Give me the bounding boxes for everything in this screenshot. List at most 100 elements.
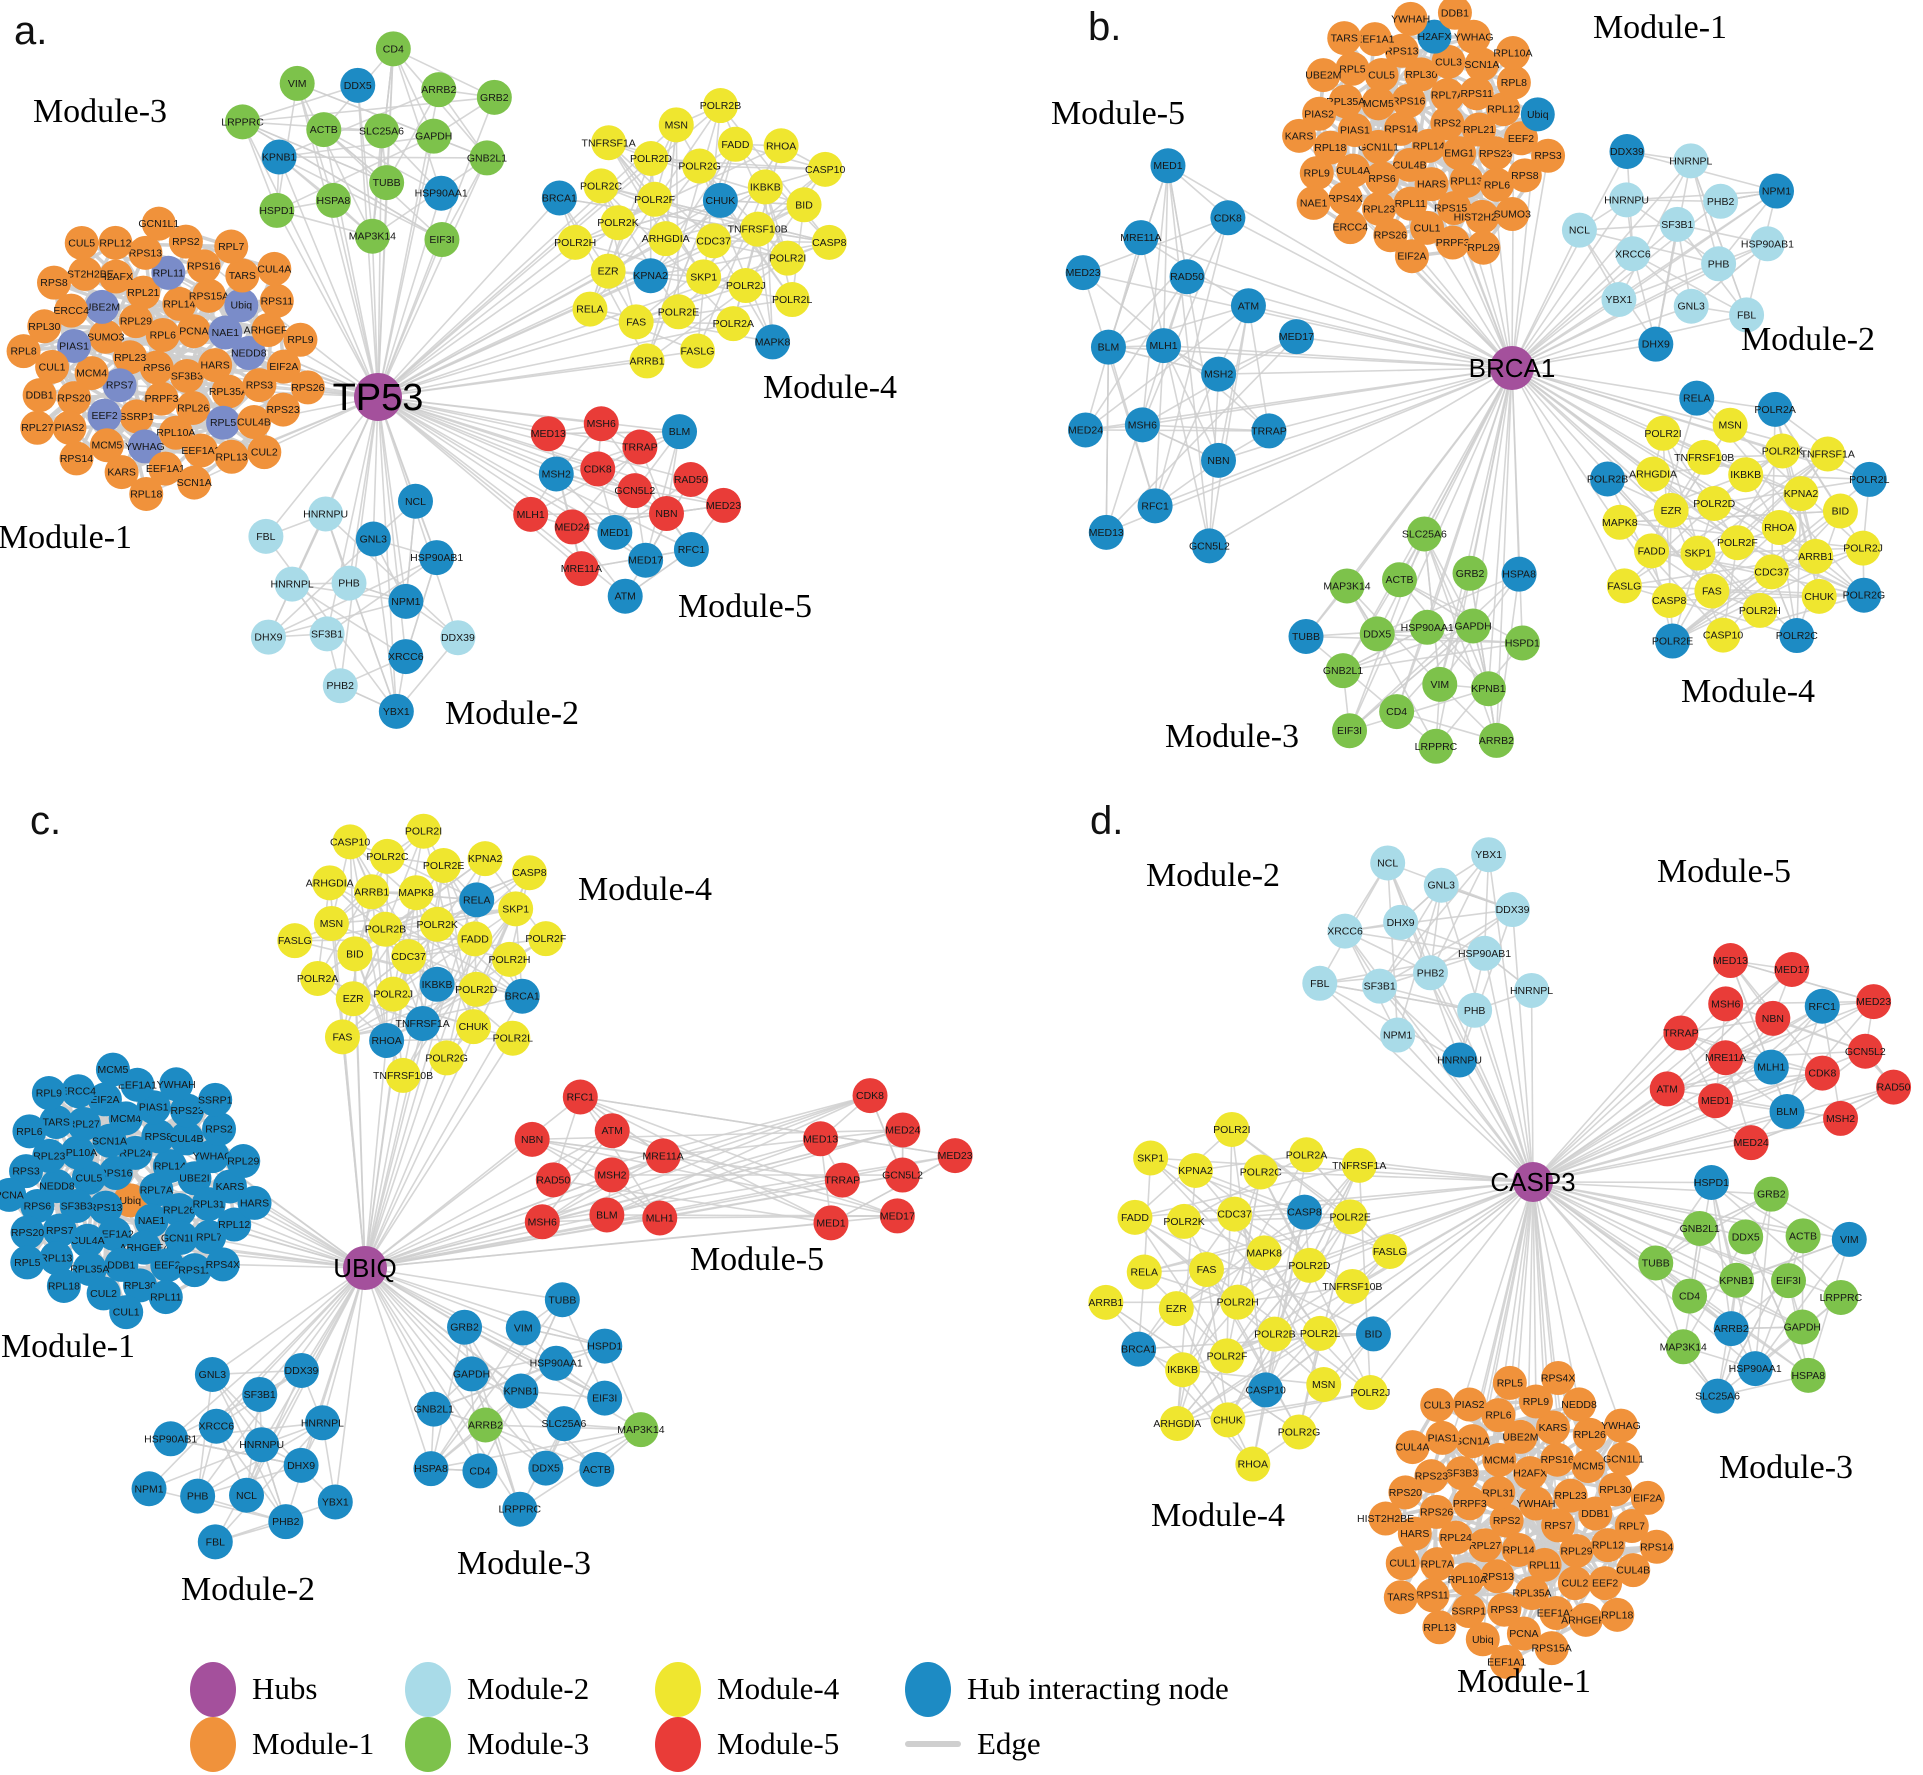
node-faslg[interactable]: FASLG [1606,568,1642,604]
node-hspd1[interactable]: HSPD1 [1694,1165,1729,1201]
node-mapk8[interactable]: MAPK8 [1602,504,1638,540]
node-rpl10a[interactable]: RPL10A [1493,36,1533,71]
node-med13[interactable]: MED13 [803,1121,838,1157]
node-fas[interactable]: FAS [1694,573,1730,609]
node-arrb1[interactable]: ARRB1 [1088,1284,1124,1320]
node-polr2l[interactable]: POLR2L [772,282,812,318]
node-rps14[interactable]: RPS14 [59,441,94,476]
node-med1[interactable]: MED1 [1698,1083,1734,1119]
node-chuk[interactable]: CHUK [455,1009,491,1045]
node-actb[interactable]: ACTB [579,1451,615,1487]
node-rpl5[interactable]: RPL5 [10,1245,45,1280]
node-tnfrsf1a[interactable]: TNFRSF1A [1332,1147,1386,1183]
node-cul4a[interactable]: CUL4A [1395,1430,1430,1465]
node-cdk8[interactable]: CDK8 [852,1078,888,1114]
node-gcn5l2[interactable]: GCN5L2 [1189,528,1230,564]
node-ybx1[interactable]: YBX1 [1471,837,1507,873]
node-rpl5[interactable]: RPL5 [206,405,241,440]
node-trrap[interactable]: TRRAP [1251,413,1287,449]
node-rpl9[interactable]: RPL9 [283,322,318,357]
node-pias1[interactable]: PIAS1 [1425,1420,1460,1455]
node-ybx1[interactable]: YBX1 [1601,282,1637,318]
node-ikbkb[interactable]: IKBKB [1165,1352,1201,1388]
node-ddx5[interactable]: DDX5 [528,1450,564,1486]
node-chuk[interactable]: CHUK [702,182,738,218]
node-fas[interactable]: FAS [324,1019,360,1055]
node-casp8[interactable]: CASP8 [511,855,547,891]
node-ddx39[interactable]: DDX39 [1495,892,1531,928]
node-ddx39[interactable]: DDX39 [283,1352,319,1388]
node-rad50[interactable]: RAD50 [673,462,709,498]
node-rps4x[interactable]: RPS4X [1328,181,1363,216]
node-brca1[interactable]: BRCA1 [505,978,540,1014]
node-gnl3[interactable]: GNL3 [1423,867,1459,903]
node-nbn[interactable]: NBN [514,1121,550,1157]
node-hspa8[interactable]: HSPA8 [315,182,351,218]
node-prpf3[interactable]: PRPF3 [1435,225,1470,260]
node-mlh1[interactable]: MLH1 [513,496,549,532]
node-rpl29[interactable]: RPL29 [226,1144,261,1179]
node-vim[interactable]: VIM [279,65,315,101]
node-eif2a[interactable]: EIF2A [1394,239,1429,274]
node-ybx1[interactable]: YBX1 [317,1484,353,1520]
node-actb[interactable]: ACTB [1382,562,1418,598]
node-med23[interactable]: MED23 [938,1138,973,1174]
node-cd4[interactable]: CD4 [375,31,411,67]
node-med13[interactable]: MED13 [531,416,566,452]
node-mlh1[interactable]: MLH1 [1146,328,1182,364]
node-msh6[interactable]: MSH6 [583,406,619,442]
node-rad50[interactable]: RAD50 [1169,259,1205,295]
node-ssrp1[interactable]: SSRP1 [198,1082,233,1117]
node-trrap[interactable]: TRRAP [622,429,658,465]
node-eif2a[interactable]: EIF2A [1630,1480,1665,1515]
node-rfc1[interactable]: RFC1 [562,1079,598,1115]
node-xrcc6[interactable]: XRCC6 [1327,913,1363,949]
node-hnrnpu[interactable]: HNRNPU [239,1427,284,1463]
node-kpnb1[interactable]: KPNB1 [503,1373,539,1409]
node-map3k14[interactable]: MAP3K14 [617,1412,665,1448]
node-fadd[interactable]: FADD [1634,533,1670,569]
node-lrpprc[interactable]: LRPPRC [499,1491,542,1527]
node-nbn[interactable]: NBN [648,496,684,532]
node-med23[interactable]: MED23 [1066,255,1101,291]
node-cdc37[interactable]: CDC37 [696,223,732,259]
node-ncl[interactable]: NCL [397,483,433,519]
node-mapk8[interactable]: MAPK8 [398,875,434,911]
node-polr2f[interactable]: POLR2F [525,921,566,957]
node-ezr[interactable]: EZR [590,253,626,289]
node-phb2[interactable]: PHB2 [1703,183,1739,219]
node-polr2c[interactable]: POLR2C [580,168,622,204]
node-med1[interactable]: MED1 [597,514,633,550]
node-rpl6[interactable]: RPL6 [12,1114,47,1149]
node-fbl[interactable]: FBL [197,1524,233,1560]
node-tars[interactable]: TARS [1327,21,1362,56]
node-cul4a[interactable]: CUL4A [257,251,292,286]
node-cul4b[interactable]: CUL4B [236,405,271,440]
node-eif3i[interactable]: EIF3I [1332,713,1368,749]
node-ddx39[interactable]: DDX39 [1609,134,1645,170]
node-rpl8[interactable]: RPL8 [1496,65,1531,100]
node-arrb2[interactable]: ARRB2 [1714,1311,1749,1347]
node-phb[interactable]: PHB [180,1478,216,1514]
node-sf3b1[interactable]: SF3B1 [1362,968,1398,1004]
node-mcm5[interactable]: MCM5 [1571,1449,1606,1484]
node-eef2[interactable]: EEF2 [87,398,122,433]
node-ikbkb[interactable]: IKBKB [419,966,455,1002]
node-ikbkb[interactable]: IKBKB [747,169,783,205]
node-hnrnpu[interactable]: HNRNPU [1437,1042,1482,1078]
node-cul5[interactable]: CUL5 [64,225,99,260]
node-prpf3[interactable]: PRPF3 [1452,1486,1487,1521]
node-polr2g[interactable]: POLR2G [1278,1414,1321,1450]
node-cd4[interactable]: CD4 [1672,1278,1708,1314]
node-msh2[interactable]: MSH2 [1823,1100,1859,1136]
node-hspd1[interactable]: HSPD1 [1505,625,1540,661]
node-phb2[interactable]: PHB2 [322,668,358,704]
node-ezr[interactable]: EZR [1158,1291,1194,1327]
node-fadd[interactable]: FADD [457,921,493,957]
node-polr2j[interactable]: POLR2J [1351,1375,1391,1411]
node-kpnb1[interactable]: KPNB1 [1719,1262,1755,1298]
node-hars[interactable]: HARS [1397,1516,1432,1551]
node-rps16[interactable]: RPS16 [1540,1442,1575,1477]
node-ubiq[interactable]: Ubiq [224,288,259,323]
node-tubb[interactable]: TUBB [1638,1245,1674,1281]
